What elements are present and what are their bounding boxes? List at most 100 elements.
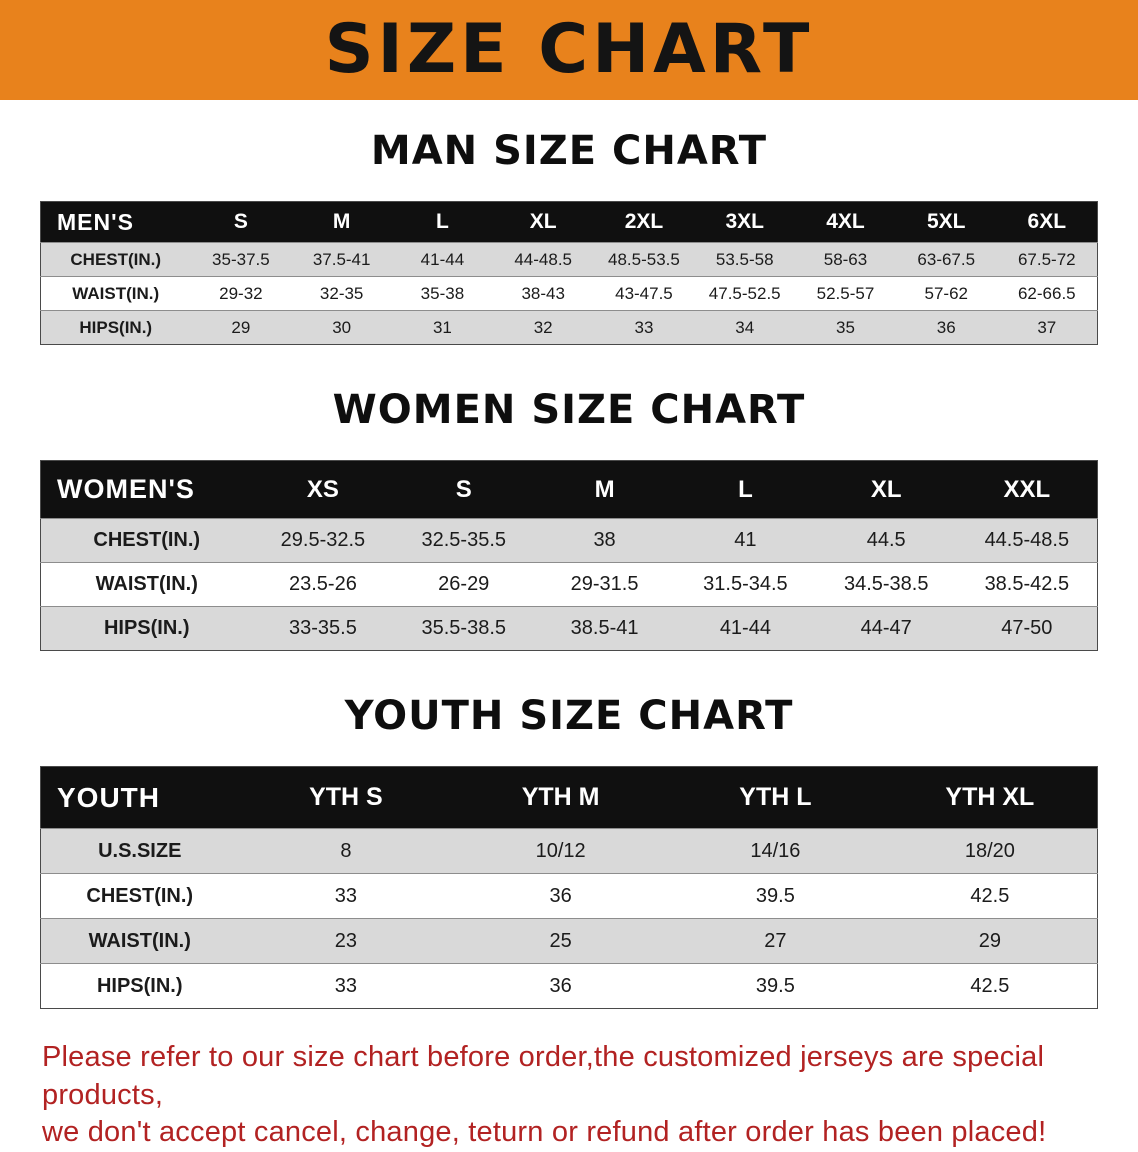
measurement-value: 44-48.5 [514,249,573,269]
measurement-value: 58-63 [823,249,868,269]
measurement-row: HIPS(IN.) 33-35.5 35.5-38.5 38.5-41 41-44 44-… [40,606,1098,651]
size-column-header: YTH M [453,766,668,829]
measurement-value: 35 [836,317,855,337]
size-column-header: 3XL [694,201,796,243]
measurement-value: 27 [764,929,787,952]
measurement-label: CHEST(IN.) [86,884,194,907]
banner: SIZE CHART [0,0,1138,100]
measurement-value: 63-67.5 [917,249,976,269]
measurement-value: 30 [332,317,352,337]
measurement-row: CHEST(IN.) 33 36 39.5 42.5 [40,873,1098,919]
measurement-value: 42.5 [970,884,1010,907]
page-title: SIZE CHART [324,10,814,89]
size-column-header: M [534,460,675,519]
measurement-row: WAIST(IN.) 23.5-26 26-29 29-31.5 31.5-34.5 34… [40,562,1098,607]
youth-size-section: YOUTH SIZE CHART YOUTH YTH S YTH M YTH L YTH… [0,693,1138,1009]
measurement-value: 10/12 [535,839,586,862]
size-column-header: XL [815,460,957,519]
size-column-header: XS [252,460,394,519]
measurement-value: 38 [593,529,616,551]
measurement-value: 52.5-57 [816,283,875,303]
order-notice: Please refer to our size chart before or… [0,1039,1138,1152]
men-size-section: MAN SIZE CHART MEN'S S M L XL 2XL 3XL 4XL 5XL 6XL… [0,128,1138,345]
measurement-value: 57-62 [924,283,968,303]
measurement-value: 18/20 [964,839,1015,862]
measurement-label: HIPS(IN.) [103,617,190,639]
measurement-value: 32 [533,317,553,337]
men-section-heading: MAN SIZE CHART [370,128,768,174]
measurement-row: WAIST(IN.) 23 25 27 29 [40,918,1098,964]
measurement-value: 43-47.5 [615,283,673,303]
measurement-value: 29-32 [219,283,263,303]
measurement-value: 36 [549,974,572,997]
measurement-label: CHEST(IN.) [93,529,201,551]
table-corner-label: YOUTH [40,766,239,829]
measurement-label: U.S.SIZE [98,839,182,862]
size-column-header: M [291,201,393,243]
measurement-label: WAIST(IN.) [95,573,198,595]
measurement-row: HIPS(IN.) 33 36 39.5 42.5 [40,963,1098,1009]
measurement-value: 41-44 [420,249,465,269]
measurement-value: 29-31.5 [570,573,639,595]
measurement-value: 53.5-58 [715,249,774,269]
size-column-header: XXL [956,460,1098,519]
measurement-value: 38-43 [521,283,565,303]
measurement-value: 48.5-53.5 [608,249,680,269]
measurement-value: 38.5-41 [570,617,639,639]
measurement-value: 44.5 [866,529,906,551]
measurement-value: 41-44 [719,617,771,639]
size-column-header: 4XL [795,201,896,243]
measurement-value: 8 [340,839,352,862]
women-section-heading: WOMEN SIZE CHART [332,387,806,433]
measurement-value: 35.5-38.5 [421,617,506,639]
measurement-value: 29 [978,929,1001,952]
table-header-row: MEN'S S M L XL 2XL 3XL 4XL 5XL 6XL [40,201,1098,243]
measurement-value: 62-66.5 [1017,283,1076,303]
measurement-row: CHEST(IN.) 35-37.5 37.5-41 41-44 44-48.5 48.5… [40,242,1098,277]
table-corner-label: WOMEN'S [40,460,253,519]
measurement-value: 14/16 [750,839,801,862]
measurement-value: 23.5-26 [288,573,357,595]
measurement-label: CHEST(IN.) [70,249,162,269]
women-size-table: WOMEN'S XS S M L XL XXL CHEST(IN.) 29.5-32.5 32.5… [40,460,1098,651]
measurement-value: 36 [549,884,572,907]
youth-size-table: YOUTH YTH S YTH M YTH L YTH XL U.S.SIZE 8 10/12… [40,766,1098,1009]
measurement-value: 37.5-41 [312,249,371,269]
measurement-row: WAIST(IN.) 29-32 32-35 35-38 38-43 43-47.5 47.… [40,276,1098,311]
measurement-label: HIPS(IN.) [79,317,153,337]
size-column-header: YTH XL [882,766,1098,829]
measurement-value: 29 [231,317,251,337]
size-column-header: 5XL [895,201,997,243]
table-header-row: WOMEN'S XS S M L XL XXL [40,460,1098,519]
size-column-header: YTH L [668,766,883,829]
size-column-header: 6XL [996,201,1098,243]
measurement-value: 33 [334,974,357,997]
measurement-value: 32-35 [319,283,364,303]
size-column-header: S [190,201,292,243]
table-corner-label: MEN'S [40,201,191,243]
notice-line-2: we don't accept cancel, change, teturn o… [42,1116,1047,1149]
measurement-value: 47-50 [1001,617,1053,639]
measurement-value: 47.5-52.5 [708,283,781,303]
size-column-header: L [674,460,816,519]
measurement-value: 34.5-38.5 [843,573,929,595]
measurement-value: 26-29 [438,573,490,595]
measurement-value: 39.5 [755,974,795,997]
measurement-value: 33 [334,884,357,907]
size-column-header: S [393,460,535,519]
men-size-table: MEN'S S M L XL 2XL 3XL 4XL 5XL 6XL CHEST(IN.) 35-37… [40,201,1098,345]
measurement-value: 25 [549,929,572,952]
youth-section-heading: YOUTH SIZE CHART [344,693,794,739]
notice-line-1: Please refer to our size chart before or… [42,1041,1045,1111]
size-column-header: L [392,201,493,243]
size-column-header: YTH S [238,766,454,829]
measurement-value: 36 [936,317,956,337]
measurement-row: HIPS(IN.) 29 30 31 32 33 34 35 36 37 [40,310,1098,345]
measurement-value: 34 [735,317,755,337]
women-size-section: WOMEN SIZE CHART WOMEN'S XS S M L XL XXL CHEST(… [0,387,1138,651]
measurement-value: 42.5 [970,974,1010,997]
measurement-value: 39.5 [755,884,795,907]
size-column-header: XL [492,201,594,243]
measurement-value: 35-37.5 [212,249,270,269]
